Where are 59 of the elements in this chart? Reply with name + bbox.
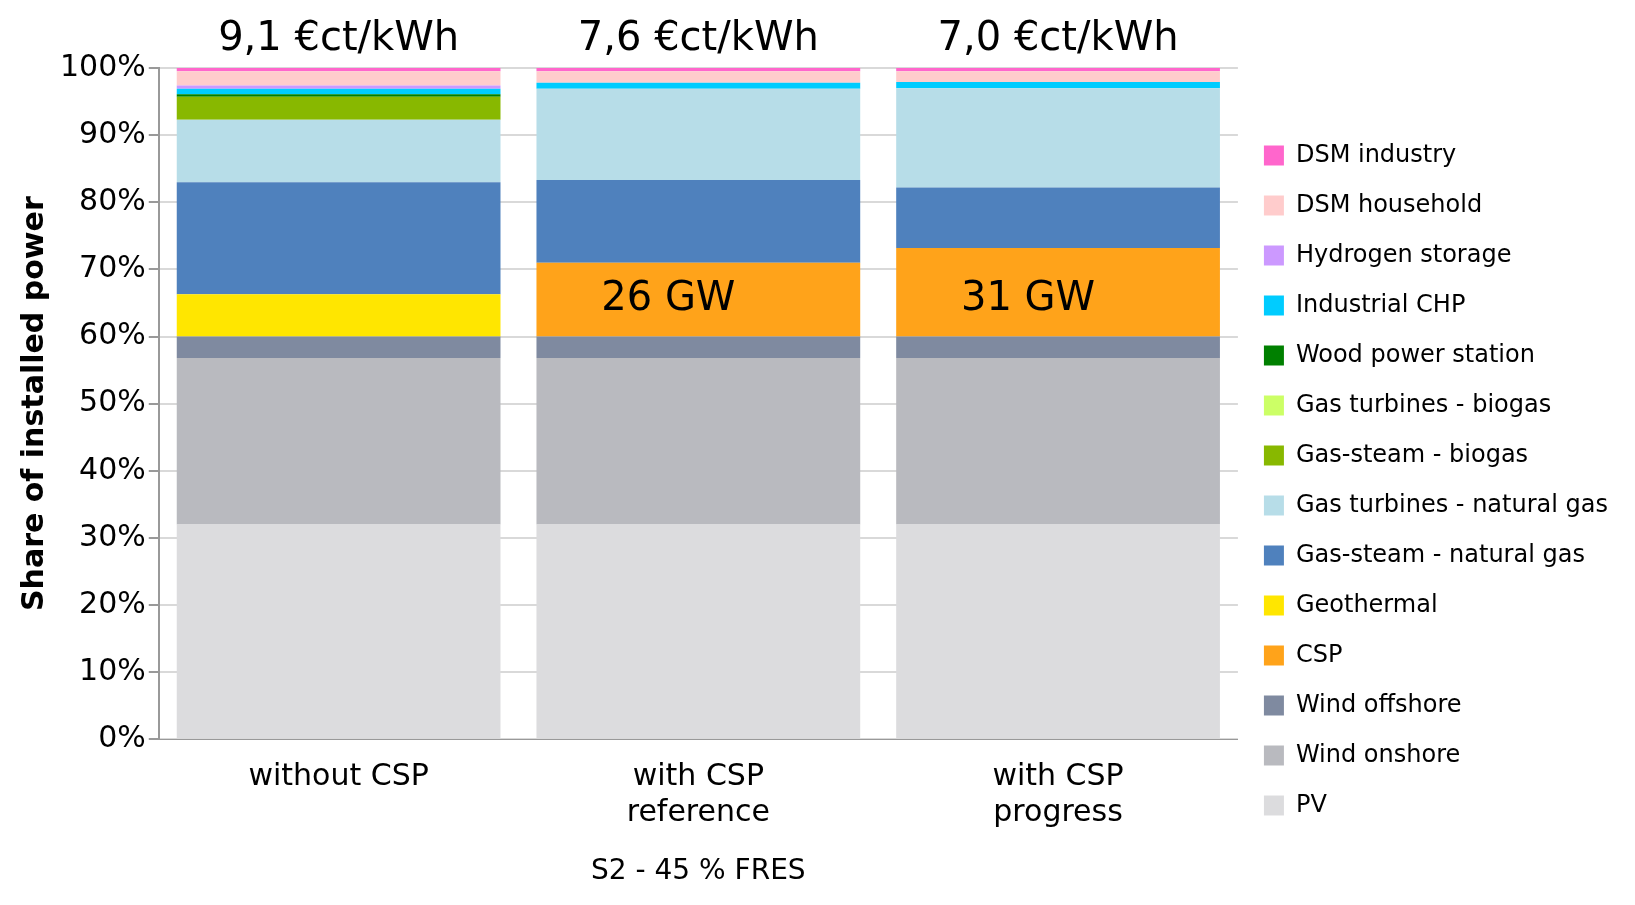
bar xyxy=(536,180,861,263)
y-tick-label: 80% xyxy=(79,182,146,218)
legend-label: PV xyxy=(1295,789,1328,818)
y-tick-label: 70% xyxy=(79,249,146,285)
y-tick-label: 90% xyxy=(79,114,146,150)
bar xyxy=(176,71,501,86)
y-tick-label: 0% xyxy=(98,719,146,755)
legend-label: Wind onshore xyxy=(1295,739,1461,768)
y-tick-label: 100% xyxy=(59,47,146,83)
x-axis-title: S2 - 45 % FRES xyxy=(591,853,806,887)
legend-label: Gas-steam - biogas xyxy=(1295,439,1529,468)
bar xyxy=(896,247,1220,337)
bar xyxy=(176,96,501,120)
bar xyxy=(176,119,501,183)
bar xyxy=(536,262,861,337)
bar xyxy=(536,71,861,83)
legend-label: Wood power station xyxy=(1295,339,1535,368)
legend-label: Geothermal xyxy=(1295,589,1438,618)
legend-label: Gas-steam - natural gas xyxy=(1295,539,1585,568)
bar xyxy=(176,294,501,337)
y-tick-label: 50% xyxy=(79,383,146,419)
bar xyxy=(536,358,861,525)
x-tick-label: with CSP progress xyxy=(992,757,1124,829)
annotation: 7,6 €ct/kWh xyxy=(577,13,819,60)
y-tick-label: 40% xyxy=(79,450,146,486)
y-axis-title: Share of installed power xyxy=(14,196,50,612)
bar xyxy=(176,88,501,95)
annotation: 31 GW xyxy=(960,273,1096,320)
bar xyxy=(176,182,501,295)
bar xyxy=(896,88,1220,188)
legend-label: CSP xyxy=(1295,639,1343,668)
y-tick-label: 60% xyxy=(79,316,146,352)
legend-label: Gas turbines - biogas xyxy=(1295,389,1552,418)
annotation: 7,0 €ct/kWh xyxy=(937,13,1179,60)
y-tick-label: 20% xyxy=(79,584,146,620)
bar xyxy=(896,187,1220,248)
legend-label: DSM household xyxy=(1295,189,1483,218)
bar xyxy=(176,85,501,89)
bar xyxy=(176,336,501,359)
annotation: 26 GW xyxy=(601,273,736,320)
bar xyxy=(536,82,861,89)
legend-label: Industrial CHP xyxy=(1295,289,1466,318)
bar xyxy=(896,336,1220,359)
y-tick-label: 30% xyxy=(79,517,146,553)
bar xyxy=(176,94,501,97)
bar xyxy=(896,82,1220,89)
legend-label: Hydrogen storage xyxy=(1295,239,1512,268)
legend-label: Gas turbines - natural gas xyxy=(1295,489,1609,518)
legend-label: DSM industry xyxy=(1295,139,1457,168)
bar xyxy=(176,358,501,525)
bar xyxy=(896,71,1220,83)
x-tick-label: without CSP xyxy=(248,757,429,793)
y-tick-label: 10% xyxy=(79,652,146,688)
bar xyxy=(896,358,1220,525)
bar xyxy=(536,88,861,181)
x-tick-label: with CSP reference xyxy=(626,757,770,829)
legend-label: Wind offshore xyxy=(1295,689,1462,718)
bar xyxy=(536,336,861,359)
annotation: 9,1 €ct/kWh xyxy=(218,13,460,60)
